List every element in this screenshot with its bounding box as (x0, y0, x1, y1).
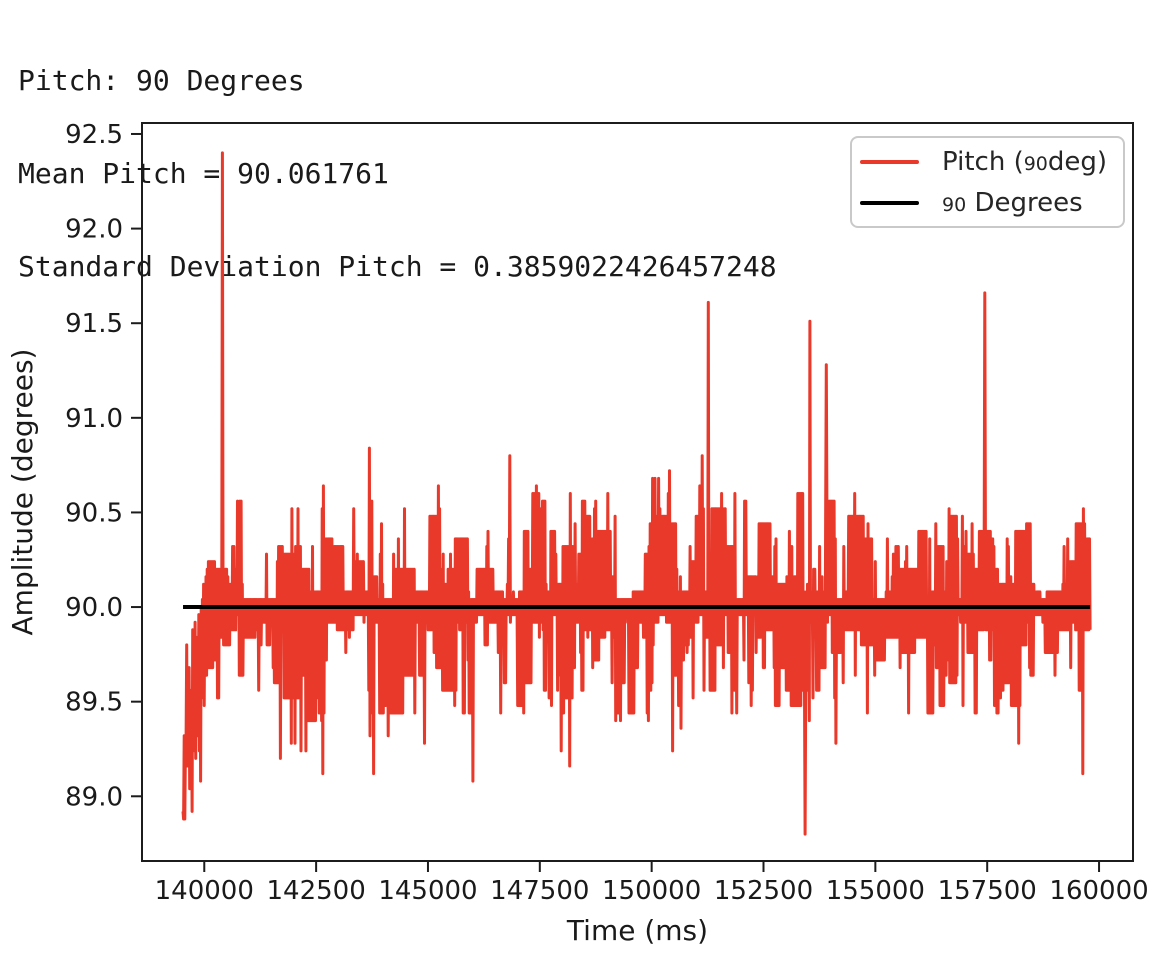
legend-item-pitch: Pitch (90deg) (860, 146, 1113, 178)
y-tick-label: 92.5 (65, 120, 123, 150)
y-tick-label: 92.0 (65, 215, 123, 245)
chart-legend: Pitch (90deg) 90 Degrees (850, 136, 1125, 228)
stats-line-std: Standard Deviation Pitch = 0.38590224264… (18, 250, 777, 283)
x-tick-label: 157500 (938, 876, 1037, 906)
x-tick-label: 155000 (826, 876, 925, 906)
y-tick-label: 90.0 (65, 593, 123, 623)
y-tick-label: 89.5 (65, 688, 123, 718)
x-tick-label: 140000 (155, 876, 254, 906)
legend-line-sample-90deg (860, 200, 919, 205)
pitch-signal-line (181, 151, 1092, 836)
plot-frame (141, 122, 1134, 862)
x-tick-label: 142500 (266, 876, 365, 906)
legend-label-pitch: Pitch (90deg) (942, 146, 1108, 177)
x-tick-label: 145000 (378, 876, 477, 906)
y-tick-label: 90.5 (65, 498, 123, 528)
legend-item-90-degrees: 90 Degrees (860, 187, 1113, 219)
y-axis-label: Amplitude (degrees) (6, 349, 39, 636)
x-tick-label: 160000 (1049, 876, 1148, 906)
x-tick-label: 150000 (602, 876, 701, 906)
y-tick-label: 91.0 (65, 404, 123, 434)
legend-line-sample-pitch (860, 159, 919, 164)
stats-line-mean: Mean Pitch = 90.061761 (18, 157, 389, 190)
y-tick-label: 91.5 (65, 309, 123, 339)
x-tick-label: 152500 (714, 876, 813, 906)
legend-label-90-degrees: 90 Degrees (942, 187, 1083, 218)
x-axis-label: Time (ms) (566, 914, 708, 947)
stats-header: Pitch: 90 Degrees Mean Pitch = 90.061761… (18, 3, 777, 344)
x-tick-label: 147500 (490, 876, 589, 906)
y-tick-label: 89.0 (65, 782, 123, 812)
stats-line-pitch: Pitch: 90 Degrees (18, 64, 305, 97)
